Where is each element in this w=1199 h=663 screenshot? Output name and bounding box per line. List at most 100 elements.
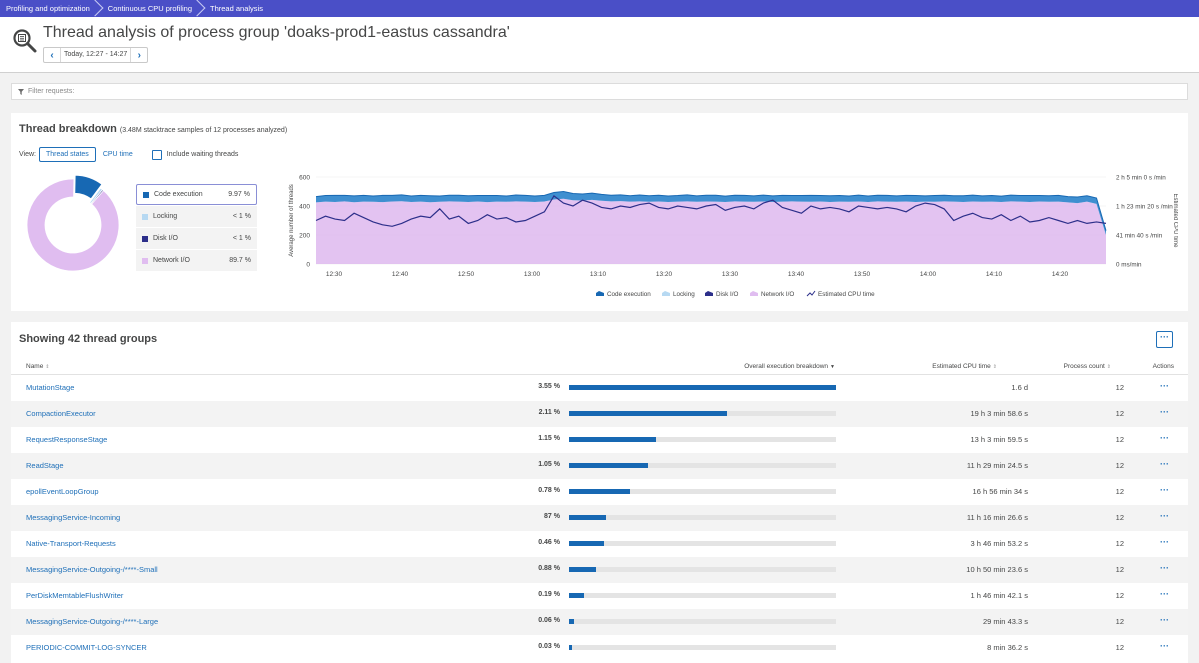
table-row: PerDiskMemtableFlushWriter 0.19 % 1 h 46 m… <box>11 583 1188 609</box>
thread-states-chart: 600 400 200 0 2 h 5 min 0 s /min 1 h 23 min 2… <box>289 175 1178 299</box>
execution-bar-fill <box>569 489 630 494</box>
legend-swatch <box>143 191 149 198</box>
thread-analysis-icon <box>13 29 37 53</box>
row-actions-icon[interactable]: ··· <box>1160 589 1169 599</box>
row-actions-icon[interactable]: ··· <box>1160 381 1169 391</box>
thread-group-link[interactable]: MessagingService-Outgoing-/****-Large <box>26 617 159 626</box>
legend-value: < 1 % <box>232 213 251 220</box>
row-actions-icon[interactable]: ··· <box>1160 511 1169 521</box>
column-header-breakdown[interactable]: Overall execution breakdown ▼ <box>744 363 835 370</box>
x-tick-label: 12:30 <box>326 271 343 278</box>
y2-tick-label: 0 ms/min <box>1116 262 1142 269</box>
column-header-name[interactable]: Name ⇕ <box>26 363 50 370</box>
tab-thread-states[interactable]: Thread states <box>39 147 96 162</box>
chevron-right-icon[interactable]: › <box>137 49 141 61</box>
execution-bar-fill <box>569 385 836 390</box>
process-count: 12 <box>1115 565 1124 574</box>
donut-slice-code-execution <box>74 175 103 200</box>
legend-name: Disk I/O <box>153 235 178 242</box>
x-tick-label: 13:00 <box>524 271 541 278</box>
legend-value: 9.97 % <box>228 191 250 198</box>
process-count: 12 <box>1115 539 1124 548</box>
row-actions-icon[interactable]: ··· <box>1160 485 1169 495</box>
filter-icon <box>18 88 24 95</box>
y-tick-label: 400 <box>299 204 310 211</box>
y-tick-label: 0 <box>306 262 310 269</box>
view-label: View: <box>19 151 36 158</box>
thread-group-link[interactable]: CompactionExecutor <box>26 409 96 418</box>
breadcrumb-item-profiling[interactable]: Profiling and optimization <box>0 0 98 17</box>
column-cpu-label: Estimated CPU time <box>932 363 991 370</box>
legend-item-network-i-o[interactable]: Network I/O 89.7 % <box>136 250 257 271</box>
thread-groups-title: Showing 42 thread groups <box>19 333 158 345</box>
row-actions-icon[interactable]: ··· <box>1160 537 1169 547</box>
legend-item-code-execution[interactable]: Code execution 9.97 % <box>136 184 257 205</box>
legend-value: 89.7 % <box>229 257 251 264</box>
execution-percentage: 0.19 % <box>538 591 560 598</box>
x-tick-label: 13:20 <box>656 271 673 278</box>
chart-legend-label: Network I/O <box>761 291 794 298</box>
chart-legend-item-network-i-o: Network I/O <box>750 291 794 298</box>
execution-percentage: 2.11 % <box>538 409 560 416</box>
execution-percentage: 0.06 % <box>538 617 560 624</box>
y2-axis-label: Estimated CPU time <box>1172 193 1178 248</box>
column-header-process-count[interactable]: Process count ⇕ <box>1064 363 1111 370</box>
thread-group-link[interactable]: MutationStage <box>26 383 75 392</box>
column-name-label: Name <box>26 363 44 370</box>
estimated-cpu-time: 11 h 16 min 26.6 s <box>966 513 1028 522</box>
thread-group-link[interactable]: RequestResponseStage <box>26 435 108 444</box>
thread-group-link[interactable]: PERIODIC-COMMIT-LOG-SYNCER <box>26 643 147 652</box>
thread-groups-panel: Showing 42 thread groups ··· Name ⇕ Overa… <box>11 322 1188 663</box>
execution-bar <box>569 489 836 494</box>
legend-area-swatch <box>662 291 670 296</box>
execution-bar <box>569 411 836 416</box>
thread-group-link[interactable]: PerDiskMemtableFlushWriter <box>26 591 124 600</box>
table-row: MessagingService-Outgoing-/****-Small 0.8… <box>11 557 1188 583</box>
estimated-cpu-time: 29 min 43.3 s <box>982 617 1028 626</box>
row-actions-icon[interactable]: ··· <box>1160 563 1169 573</box>
filter-input[interactable]: Filter requests: <box>11 83 1188 100</box>
table-row: MessagingService-Incoming 87 % 11 h 16 min… <box>11 505 1188 531</box>
execution-bar-fill <box>569 645 572 650</box>
legend-item-disk-i-o[interactable]: Disk I/O < 1 % <box>136 228 257 249</box>
execution-percentage: 1.05 % <box>538 461 560 468</box>
more-icon[interactable]: ··· <box>1156 331 1173 348</box>
table-header: Name ⇕ Overall execution breakdown ▼ Estim… <box>11 358 1188 375</box>
page-header: Thread analysis of process group 'doaks-… <box>0 17 1199 73</box>
chart-legend-label: Disk I/O <box>716 291 738 298</box>
row-actions-icon[interactable]: ··· <box>1160 433 1169 443</box>
chevron-left-icon[interactable]: ‹ <box>50 49 54 61</box>
process-count: 12 <box>1115 617 1124 626</box>
execution-bar-fill <box>569 593 584 598</box>
row-actions-icon[interactable]: ··· <box>1160 615 1169 625</box>
breakdown-legend: Code execution 9.97 % Locking < 1 % Disk I/O… <box>136 184 257 272</box>
execution-bar <box>569 385 836 390</box>
thread-group-link[interactable]: Native-Transport-Requests <box>26 539 116 548</box>
breadcrumb-item-thread-analysis[interactable]: Thread analysis <box>210 4 263 13</box>
legend-item-locking[interactable]: Locking < 1 % <box>136 206 257 227</box>
x-tick-label: 13:10 <box>590 271 607 278</box>
execution-bar <box>569 463 836 468</box>
thread-group-link[interactable]: epollEventLoopGroup <box>26 487 99 496</box>
view-selector: View: Thread states CPU time Include wai… <box>19 147 238 162</box>
x-tick-label: 13:40 <box>788 271 805 278</box>
filter-placeholder: Filter requests: <box>28 88 75 95</box>
legend-swatch <box>142 235 148 242</box>
column-header-cpu-time[interactable]: Estimated CPU time ⇕ <box>932 363 997 370</box>
include-waiting-threads-checkbox[interactable] <box>151 149 162 160</box>
timeframe-label[interactable]: Today, 12:27 - 14:27 <box>60 48 132 62</box>
execution-bar-fill <box>569 411 727 416</box>
thread-group-link[interactable]: ReadStage <box>26 461 64 470</box>
row-actions-icon[interactable]: ··· <box>1160 641 1169 651</box>
chart-legend-item-code-execution: Code execution <box>596 291 651 298</box>
tab-cpu-time[interactable]: CPU time <box>102 151 133 158</box>
line-estimated-cpu-time <box>315 194 1107 227</box>
process-count: 12 <box>1115 461 1124 470</box>
breadcrumb-item-cpu-profiling[interactable]: Continuous CPU profiling <box>98 0 200 17</box>
row-actions-icon[interactable]: ··· <box>1160 407 1169 417</box>
thread-group-link[interactable]: MessagingService-Incoming <box>26 513 121 522</box>
thread-group-link[interactable]: MessagingService-Outgoing-/****-Small <box>26 565 158 574</box>
execution-bar <box>569 567 836 572</box>
row-actions-icon[interactable]: ··· <box>1160 459 1169 469</box>
process-count: 12 <box>1115 487 1124 496</box>
